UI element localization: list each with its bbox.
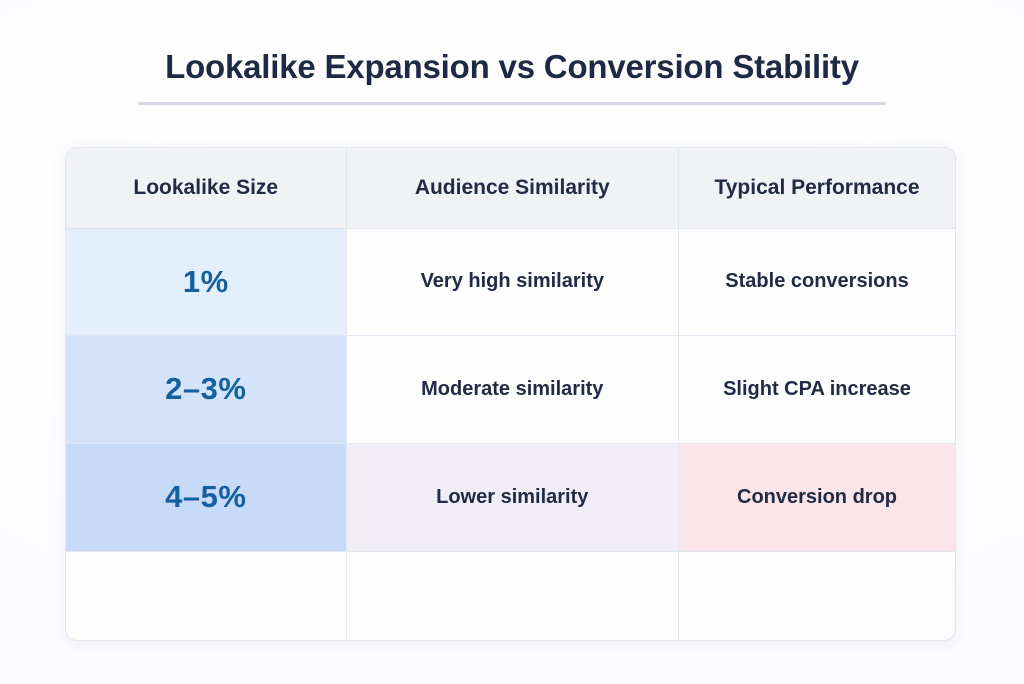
cell-lookalike-size: 1% [66,228,347,337]
cell-typical-performance: Stable conversions [678,228,955,337]
column-header-lookalike-size: Lookalike Size [66,148,347,229]
footer-cell-right [678,551,955,640]
cell-audience-similarity: Moderate similarity [346,335,680,445]
footer-cell-left [66,551,347,640]
table-body: 1% Very high similarity Stable conversio… [66,228,955,640]
column-header-typical-performance: Typical Performance [678,148,955,229]
title-block: Lookalike Expansion vs Conversion Stabil… [0,48,1024,105]
table-row: 2–3% Moderate similarity Slight CPA incr… [66,335,955,445]
comparison-table: Lookalike Size Audience Similarity Typic… [66,148,955,640]
cell-typical-performance: Conversion drop [678,443,955,552]
title-divider [138,101,886,105]
footer-cell-middle [346,551,680,640]
table-header: Lookalike Size Audience Similarity Typic… [66,148,955,229]
table-row: 4–5% Lower similarity Conversion drop [66,443,955,552]
table-footer-row [66,551,955,640]
column-header-audience-similarity: Audience Similarity [346,148,680,229]
cell-audience-similarity: Lower similarity [346,443,680,552]
cell-typical-performance: Slight CPA increase [678,335,955,445]
cell-audience-similarity: Very high similarity [346,228,680,337]
page-title: Lookalike Expansion vs Conversion Stabil… [165,48,859,85]
table-header-row: Lookalike Size Audience Similarity Typic… [66,148,955,229]
cell-lookalike-size: 2–3% [66,335,347,445]
table-row: 1% Very high similarity Stable conversio… [66,228,955,337]
cell-lookalike-size: 4–5% [66,443,347,552]
comparison-table-card: Lookalike Size Audience Similarity Typic… [65,147,956,641]
